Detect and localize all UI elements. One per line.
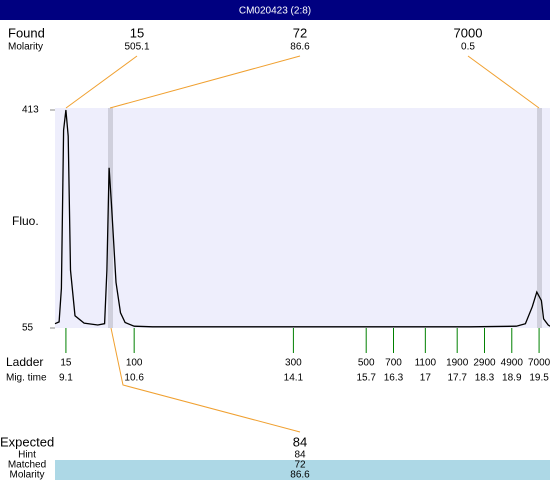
ladder-size: 2900: [473, 358, 496, 369]
found-size: 72: [293, 25, 307, 40]
ladder-label: Ladder: [6, 355, 43, 369]
found-molarity: 0.5: [461, 42, 475, 53]
ladder-size: 100: [126, 358, 143, 369]
mig-time: 14.1: [284, 373, 304, 384]
matched-molarity-label: Molarity: [9, 470, 44, 480]
ladder-size: 15: [60, 358, 72, 369]
mig-time: 10.6: [124, 373, 144, 384]
found-connector: [467, 55, 540, 109]
y-tick-label: 413: [22, 105, 39, 116]
expected-size: 84: [293, 434, 307, 449]
matched-value: 72: [294, 460, 306, 471]
found-label: Found: [8, 25, 45, 40]
y-tick-label: 55: [22, 323, 34, 334]
title-bar: [0, 0, 550, 20]
mig-time-label: Mig. time: [6, 373, 47, 384]
y-axis-title: Fluo.: [12, 214, 39, 228]
ladder-size: 500: [358, 358, 375, 369]
found-connector: [65, 55, 138, 109]
mig-time: 15.7: [356, 373, 376, 384]
expected-connector: [110, 327, 301, 433]
ladder-size: 300: [285, 358, 302, 369]
molarity-label: Molarity: [8, 42, 43, 53]
matched-label: Matched: [8, 460, 46, 471]
mig-time: 17: [420, 373, 432, 384]
mig-time: 17.7: [447, 373, 467, 384]
ladder-size: 1900: [446, 358, 469, 369]
trace: [54, 109, 550, 328]
found-connector: [109, 55, 301, 109]
ladder-size: 1100: [415, 358, 437, 369]
expected-label: Expected: [0, 434, 54, 449]
mig-time: 19.5: [529, 373, 549, 384]
found-molarity: 505.1: [124, 42, 149, 53]
ladder-size: 7000: [528, 358, 550, 369]
hint-value: 84: [294, 450, 306, 461]
found-molarity: 86.6: [290, 42, 310, 53]
title: CM020423 (2:8): [239, 6, 311, 17]
ladder-size: 4900: [501, 358, 524, 369]
matched-molarity: 86.6: [290, 470, 310, 480]
mig-time: 18.9: [502, 373, 522, 384]
plot-area: [55, 108, 550, 328]
mig-time: 9.1: [59, 373, 73, 384]
found-size: 7000: [454, 25, 483, 40]
ladder-size: 700: [385, 358, 402, 369]
found-band: [108, 108, 113, 328]
mig-time: 16.3: [384, 373, 404, 384]
found-band: [537, 108, 542, 328]
mig-time: 18.3: [475, 373, 495, 384]
hint-label: Hint: [18, 450, 36, 461]
found-size: 15: [130, 25, 144, 40]
matched-row: [55, 460, 550, 480]
